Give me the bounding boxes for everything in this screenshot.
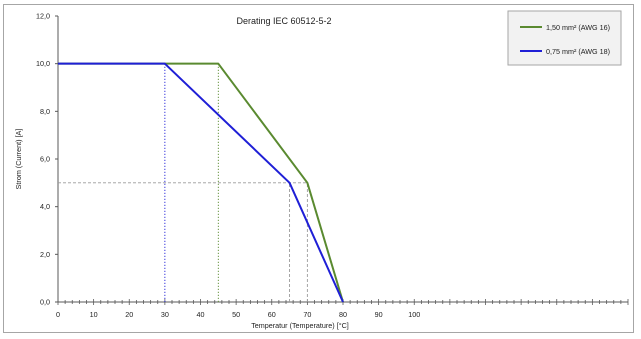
legend-label-1: 1,50 mm² (AWG 16) bbox=[546, 23, 610, 32]
legend-box bbox=[507, 10, 622, 66]
x-tick-label: 20 bbox=[125, 310, 133, 319]
x-tick-label: 50 bbox=[232, 310, 240, 319]
y-tick-label: 0,0 bbox=[40, 298, 50, 307]
x-tick-label: 70 bbox=[303, 310, 311, 319]
reference-lines bbox=[58, 63, 308, 302]
x-tick-label: 30 bbox=[161, 310, 169, 319]
y-tick-label: 2,0 bbox=[40, 250, 50, 259]
x-tick-label: 0 bbox=[56, 310, 60, 319]
y-tick-label: 6,0 bbox=[40, 155, 50, 164]
x-tick-label: 40 bbox=[197, 310, 205, 319]
x-tick-label: 60 bbox=[268, 310, 276, 319]
y-tick-label: 4,0 bbox=[40, 202, 50, 211]
series-lines bbox=[58, 62, 344, 303]
y-tick-label: 12,0 bbox=[36, 12, 50, 21]
x-axis-title: Temperatur (Temperature) [°C] bbox=[251, 321, 349, 330]
legend-label-2: 0,75 mm² (AWG 18) bbox=[546, 47, 610, 56]
x-tick-label: 80 bbox=[339, 310, 347, 319]
y-ticks: 0,0 2,0 4,0 6,0 8,0 10,0 12,0 bbox=[36, 12, 58, 307]
legend: 1,50 mm² (AWG 16) 0,75 mm² (AWG 18) bbox=[507, 10, 622, 66]
x-tick-label: 100 bbox=[408, 310, 420, 319]
series-line-2 bbox=[58, 62, 344, 303]
x-tick-label: 90 bbox=[375, 310, 383, 319]
y-axis-title: Strom (Current) [A] bbox=[14, 129, 23, 190]
chart-title: Derating IEC 60512-5-2 bbox=[236, 16, 331, 26]
x-tick-label: 10 bbox=[90, 310, 98, 319]
x-ticks: 0 10 20 30 40 50 60 70 80 90 100 bbox=[56, 299, 629, 319]
y-tick-label: 10,0 bbox=[36, 59, 50, 68]
y-tick-label: 8,0 bbox=[40, 107, 50, 116]
